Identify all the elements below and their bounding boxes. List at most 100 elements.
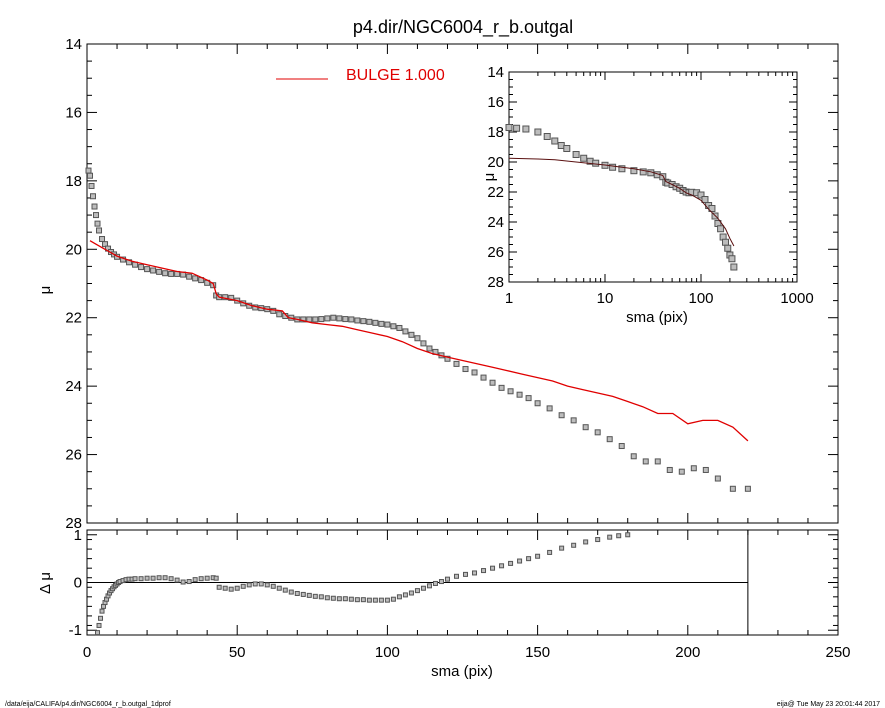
resid-data-point: [144, 575, 150, 581]
main-data-point: [630, 453, 637, 460]
main-data-point: [516, 391, 523, 398]
inset-data-point: [580, 154, 588, 162]
resid-data-point: [99, 608, 105, 614]
main-data-point: [312, 316, 319, 323]
main-y-tick-label: 16: [65, 104, 82, 121]
resid-data-point: [174, 577, 180, 583]
resid-data-point: [282, 587, 288, 593]
resid-data-point: [426, 583, 432, 589]
resid-data-point: [481, 568, 487, 574]
main-data-point: [318, 316, 325, 323]
resid-data-point: [324, 595, 330, 601]
inset-x-tick-label: 1000: [780, 290, 813, 307]
main-data-point: [498, 384, 505, 391]
main-data-point: [426, 345, 433, 352]
resid-data-point: [180, 579, 186, 585]
resid-data-point: [276, 585, 282, 591]
inset-data-point: [609, 163, 617, 171]
resid-data-point: [213, 575, 219, 581]
resid-data-point: [300, 591, 306, 597]
resid-x-tick-label: 250: [825, 644, 850, 661]
resid-data-point: [234, 585, 240, 591]
resid-data-point: [616, 533, 622, 539]
resid-x-tick-label: 200: [675, 644, 700, 661]
main-data-point: [444, 355, 451, 362]
main-data-point: [168, 270, 175, 277]
resid-data-point: [535, 553, 541, 559]
resid-data-point: [444, 576, 450, 582]
main-data-point: [102, 241, 109, 248]
main-data-point: [138, 264, 145, 271]
inset-data-point: [722, 238, 730, 246]
main-data-point: [87, 172, 94, 179]
main-data-point: [420, 340, 427, 347]
main-data-point: [228, 294, 235, 301]
inset-y-tick-label: 14: [487, 64, 504, 81]
resid-x-tick-label: 150: [525, 644, 550, 661]
resid-x-tick-label: 0: [83, 644, 91, 661]
resid-data-point: [270, 583, 276, 589]
main-data-point: [702, 466, 709, 473]
main-y-tick-label: 24: [65, 378, 82, 395]
resid-data-point: [420, 585, 426, 591]
main-data-point: [354, 317, 361, 324]
resid-data-point: [517, 558, 523, 564]
resid-data-point: [96, 622, 102, 628]
main-data-point: [384, 321, 391, 328]
main-data-point: [582, 424, 589, 431]
main-data-point: [471, 369, 478, 376]
resid-data-point: [192, 577, 198, 583]
main-data-point: [480, 374, 487, 381]
resid-data-point: [342, 596, 348, 602]
resid-data-point: [625, 532, 631, 538]
resid-data-point: [360, 597, 366, 603]
inset-data-point: [572, 151, 580, 158]
resid-data-point: [228, 586, 234, 592]
main-data-point: [192, 275, 199, 282]
main-data-point: [714, 475, 721, 482]
resid-y-tick-label: 1: [74, 527, 82, 544]
resid-data-point: [156, 575, 162, 581]
main-y-axis-label: μ: [37, 286, 54, 295]
resid-data-point: [132, 576, 138, 582]
resid-data-point: [463, 571, 469, 577]
main-data-point: [729, 485, 736, 492]
resid-data-point: [150, 575, 156, 581]
resid-data-point: [306, 592, 312, 598]
main-data-point: [378, 320, 385, 327]
resid-data-point: [98, 615, 104, 621]
main-data-point: [270, 307, 277, 314]
resid-data-point: [222, 585, 228, 591]
inset-y-tick-label: 16: [487, 94, 504, 111]
resid-data-point: [240, 583, 246, 589]
main-data-point: [744, 485, 751, 492]
inset-x-tick-label: 1: [505, 290, 513, 307]
resid-data-point: [396, 594, 402, 600]
resid-data-point: [583, 539, 589, 545]
inset-data-point: [728, 255, 736, 263]
inset-y-tick-label: 28: [487, 274, 504, 291]
main-model-line: [89, 240, 749, 442]
footer-file-path: /data/eija/CALIFA/p4.dir/NGC6004_r_b.out…: [5, 701, 171, 708]
main-data-point: [642, 458, 649, 465]
main-data-point: [222, 294, 229, 301]
main-data-point: [360, 318, 367, 325]
main-data-point: [414, 335, 421, 342]
main-data-point: [88, 182, 95, 189]
resid-data-point: [366, 597, 372, 603]
main-y-tick-label: 28: [65, 515, 82, 532]
resid-y-axis-label: Δ μ: [37, 572, 54, 594]
inset-data-point: [543, 133, 551, 140]
inset-data-point: [618, 165, 626, 173]
inset-data-point: [639, 168, 647, 176]
resid-data-point: [95, 630, 101, 636]
resid-data-point: [607, 534, 613, 540]
main-y-tick-label: 22: [65, 310, 82, 327]
resid-data-point: [168, 576, 174, 582]
main-data-point: [618, 443, 625, 450]
resid-x-tick-label: 50: [229, 644, 246, 661]
main-data-point: [390, 323, 397, 330]
resid-data-point: [318, 594, 324, 600]
inset-model-line: [508, 157, 735, 247]
